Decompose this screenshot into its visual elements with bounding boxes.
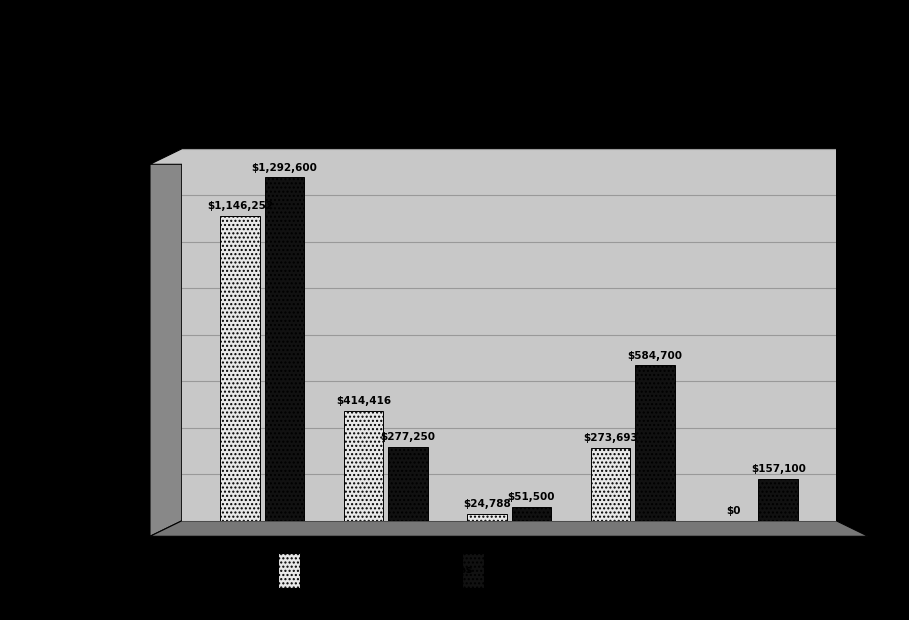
Text: $273,693: $273,693	[583, 433, 638, 443]
Bar	[467, 514, 506, 521]
Bar	[278, 553, 300, 588]
Text: Year-to-Date Budget: Year-to-Date Budget	[489, 565, 617, 575]
Bar	[388, 447, 427, 521]
Text: $1,292,600: $1,292,600	[252, 162, 317, 172]
Text: Year-to-Date Expenditures: Year-to-Date Expenditures	[307, 565, 473, 575]
Text: $24,788: $24,788	[463, 500, 511, 510]
Text: $51,500: $51,500	[507, 492, 555, 502]
Text: $1,146,252: $1,146,252	[206, 202, 273, 211]
Text: $157,100: $157,100	[751, 464, 805, 474]
Bar	[635, 365, 674, 521]
Bar	[265, 177, 304, 521]
Text: $584,700: $584,700	[627, 351, 683, 361]
Bar	[758, 479, 798, 521]
Bar	[512, 507, 551, 521]
Text: $0: $0	[726, 506, 741, 516]
Bar	[344, 410, 383, 521]
Text: $277,250: $277,250	[380, 432, 435, 442]
Bar	[220, 216, 260, 521]
Bar	[591, 448, 630, 521]
Text: $414,416: $414,416	[335, 396, 391, 406]
Bar	[462, 553, 484, 588]
